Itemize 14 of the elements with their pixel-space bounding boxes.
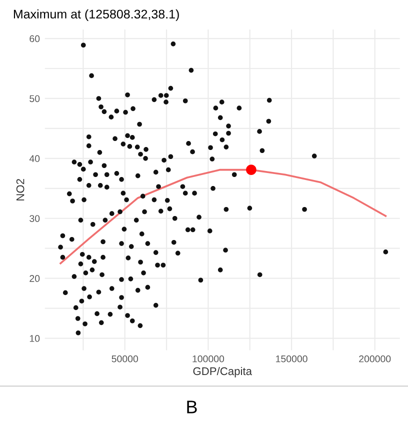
x-tick-label: 50000 <box>112 355 138 362</box>
x-tick-label: 200000 <box>359 355 391 362</box>
y-tick-label: 10 <box>30 335 40 342</box>
y-tick-label: 60 <box>30 35 40 42</box>
y-tick-label: 50 <box>30 95 40 102</box>
text: B <box>187 400 197 414</box>
x-tick-label: 150000 <box>276 355 308 362</box>
y-tick-label: 40 <box>29 155 40 162</box>
chart-title: Maximum at (125808.32,38.1) <box>14 9 179 22</box>
y-axis-title: NO2 <box>16 179 24 200</box>
y-tick-label: 30 <box>30 215 40 222</box>
x-tick-label: 100000 <box>192 355 224 362</box>
y-tick-label: 20 <box>30 275 40 282</box>
x-axis-title: GDP/Capita <box>193 366 252 378</box>
